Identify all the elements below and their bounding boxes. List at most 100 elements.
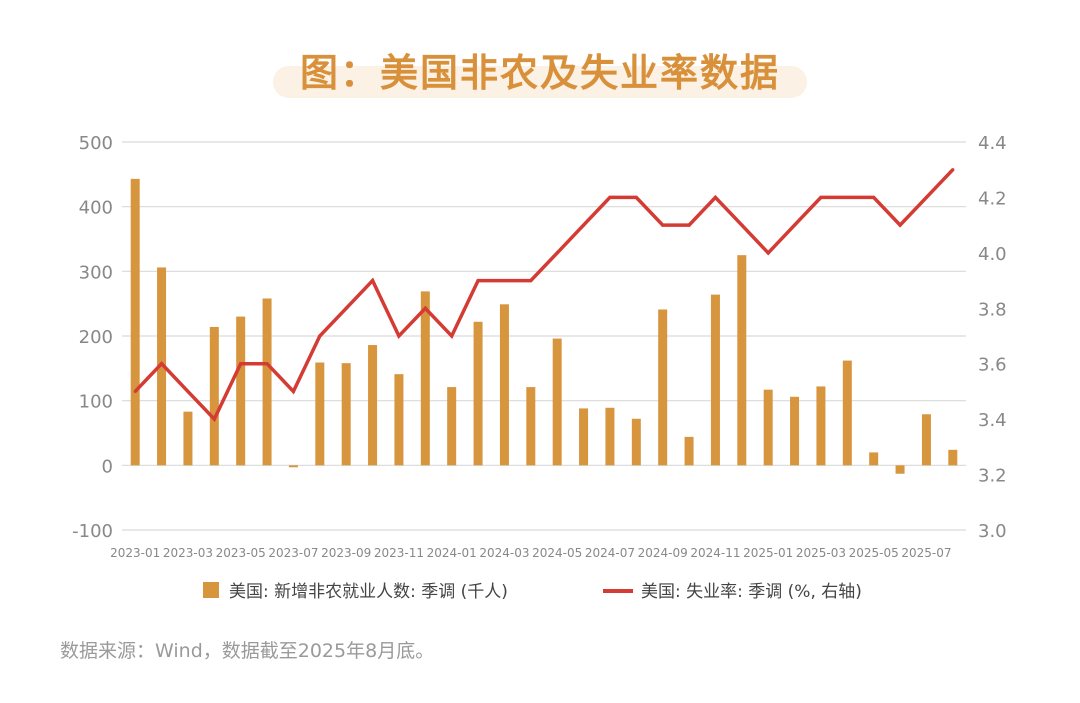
line-point bbox=[555, 251, 559, 255]
bar bbox=[842, 360, 852, 466]
x-tick-label: 2024-09 bbox=[638, 546, 688, 560]
line-point bbox=[476, 278, 480, 283]
legend-bar-swatch bbox=[203, 582, 219, 598]
bar bbox=[499, 304, 509, 466]
line-point bbox=[634, 195, 638, 200]
line-point bbox=[924, 195, 929, 200]
y-left-tick-label: 200 bbox=[79, 327, 113, 348]
y-right-tick-label: 3.0 bbox=[978, 521, 1007, 542]
x-tick-label: 2025-03 bbox=[796, 546, 846, 560]
line-point bbox=[239, 362, 243, 366]
bar bbox=[658, 309, 668, 466]
bar bbox=[631, 418, 641, 466]
bar bbox=[368, 345, 378, 466]
x-tick-label: 2023-11 bbox=[374, 546, 424, 560]
bar-layer bbox=[130, 178, 958, 474]
bar bbox=[526, 387, 536, 466]
y-right-tick-label: 4.2 bbox=[978, 188, 1007, 209]
x-tick-label: 2023-01 bbox=[110, 546, 160, 560]
line-point bbox=[344, 306, 348, 310]
line-point bbox=[502, 278, 507, 283]
x-tick-label: 2023-05 bbox=[216, 546, 266, 560]
line-point bbox=[872, 195, 876, 200]
title-block: 图：美国非农及失业率数据 bbox=[273, 36, 807, 98]
y-left-tick-label: 100 bbox=[79, 392, 113, 413]
chart-area: -100 0 100 200 300 400 500 3.0 3.2 3.4 3.6 3.8 4.0 4.… bbox=[72, 133, 1007, 602]
bar bbox=[895, 465, 905, 474]
y-right-tick-label: 3.4 bbox=[978, 410, 1007, 431]
bar bbox=[473, 321, 483, 466]
bar bbox=[420, 291, 430, 466]
y-right-tick-label: 3.6 bbox=[978, 355, 1007, 376]
bar bbox=[921, 414, 931, 466]
line-point bbox=[423, 306, 427, 310]
y-right-tick-label: 4.4 bbox=[978, 133, 1007, 154]
line-point bbox=[450, 334, 454, 338]
y-right-tick-label: 4.0 bbox=[978, 244, 1007, 265]
line-point bbox=[186, 389, 190, 394]
bar bbox=[341, 363, 351, 466]
line-point bbox=[845, 195, 849, 200]
legend-bar-label: 美国: 新增非农就业人数: 季调 (千人) bbox=[229, 582, 508, 602]
x-tick-label: 2025-07 bbox=[901, 546, 951, 560]
x-tick-label: 2025-01 bbox=[743, 546, 793, 560]
bar bbox=[315, 362, 325, 466]
bar bbox=[763, 389, 773, 466]
line-point bbox=[529, 278, 533, 283]
x-tick-label: 2024-03 bbox=[479, 546, 529, 560]
legend: 美国: 新增非农就业人数: 季调 (千人) 美国: 失业率: 季调 (%, 右轴… bbox=[203, 582, 862, 602]
line-point bbox=[713, 195, 718, 200]
y-right-tick-label: 3.8 bbox=[978, 299, 1007, 320]
x-tick-label: 2023-07 bbox=[268, 546, 318, 560]
bar bbox=[684, 436, 694, 466]
chart-title: 图：美国非农及失业率数据 bbox=[299, 51, 780, 95]
x-tick-label: 2024-05 bbox=[532, 546, 582, 560]
legend-line-label: 美国: 失业率: 季调 (%, 右轴) bbox=[641, 582, 862, 602]
bar bbox=[130, 178, 140, 466]
line-point bbox=[370, 278, 375, 283]
title-highlight bbox=[273, 66, 807, 98]
line-point bbox=[318, 334, 322, 338]
x-tick-label: 2023-09 bbox=[321, 546, 371, 560]
y-left-tick-label: 400 bbox=[79, 198, 113, 219]
unemployment-line bbox=[133, 168, 955, 423]
line-point bbox=[661, 223, 665, 227]
axis-layer: -100 0 100 200 300 400 500 3.0 3.2 3.4 3.6 3.8 4.0 4.… bbox=[72, 133, 1007, 560]
y-left-tick-label: 500 bbox=[79, 133, 113, 154]
line-point bbox=[792, 223, 797, 227]
x-tick-label: 2024-11 bbox=[690, 546, 740, 560]
y-left-tick-label: -100 bbox=[72, 521, 113, 542]
bar bbox=[262, 298, 272, 466]
y-left-tick-label: 300 bbox=[79, 262, 113, 283]
line-point bbox=[687, 223, 691, 227]
line-point bbox=[581, 223, 586, 227]
bar bbox=[579, 408, 589, 466]
bar bbox=[948, 449, 958, 466]
bar bbox=[236, 316, 246, 466]
bar bbox=[552, 338, 562, 466]
bar bbox=[394, 374, 404, 466]
line-point bbox=[159, 362, 164, 366]
line-point bbox=[265, 362, 269, 366]
x-tick-label: 2023-03 bbox=[163, 546, 213, 560]
bar bbox=[869, 452, 879, 466]
line-point bbox=[133, 389, 137, 394]
line-layer bbox=[133, 168, 955, 423]
bar bbox=[288, 465, 298, 468]
line-point bbox=[898, 223, 902, 227]
data-source-note: 数据来源：Wind，数据截至2025年8月底。 bbox=[60, 640, 435, 662]
x-tick-label: 2024-01 bbox=[427, 546, 477, 560]
bar bbox=[790, 396, 800, 466]
bar bbox=[209, 326, 219, 466]
bar bbox=[710, 294, 720, 466]
line-point bbox=[291, 389, 296, 394]
bar bbox=[737, 255, 747, 466]
bar bbox=[157, 267, 167, 466]
y-right-tick-label: 3.2 bbox=[978, 466, 1007, 487]
line-point bbox=[819, 195, 823, 200]
grid-layer bbox=[122, 141, 966, 531]
line-point bbox=[212, 417, 216, 421]
line-point bbox=[740, 223, 744, 227]
bar bbox=[183, 411, 193, 466]
bar bbox=[605, 407, 615, 466]
